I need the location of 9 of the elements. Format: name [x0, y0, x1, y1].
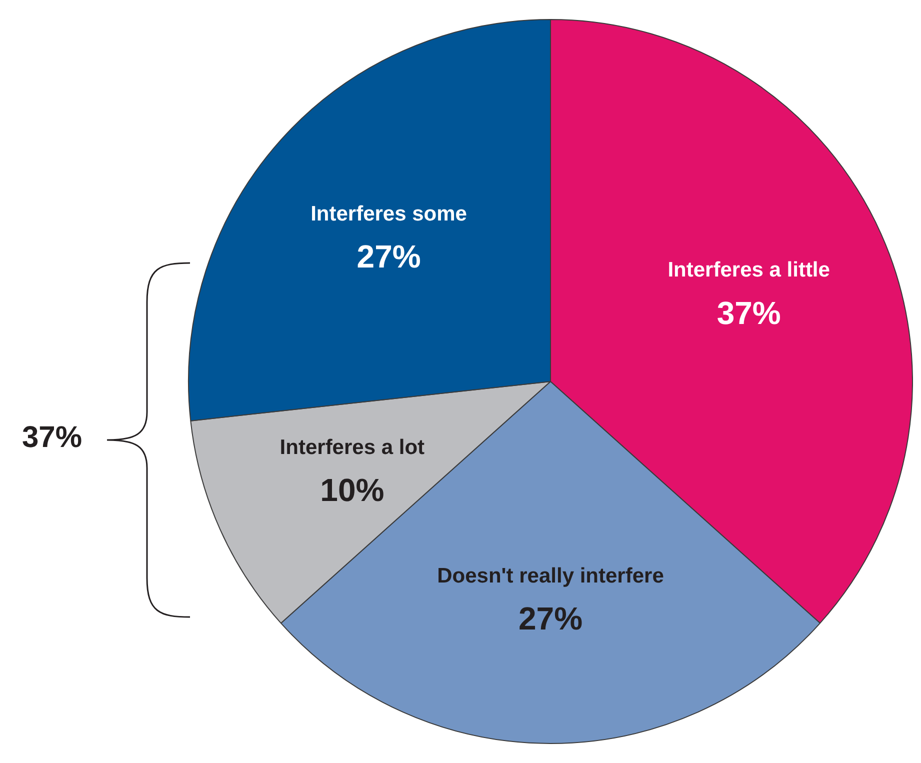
slice-label: Doesn't really interfere: [437, 564, 664, 588]
data-label: 27%: [518, 600, 583, 637]
data-label: 10%: [320, 472, 384, 508]
slice-label: Interferes some: [310, 202, 467, 226]
slice-label: Interferes a lot: [280, 436, 425, 459]
data-label: 37%: [716, 294, 781, 331]
slice-label: Interferes a little: [668, 258, 830, 282]
data-label: 27%: [356, 238, 421, 274]
text: 37%: [22, 421, 82, 455]
